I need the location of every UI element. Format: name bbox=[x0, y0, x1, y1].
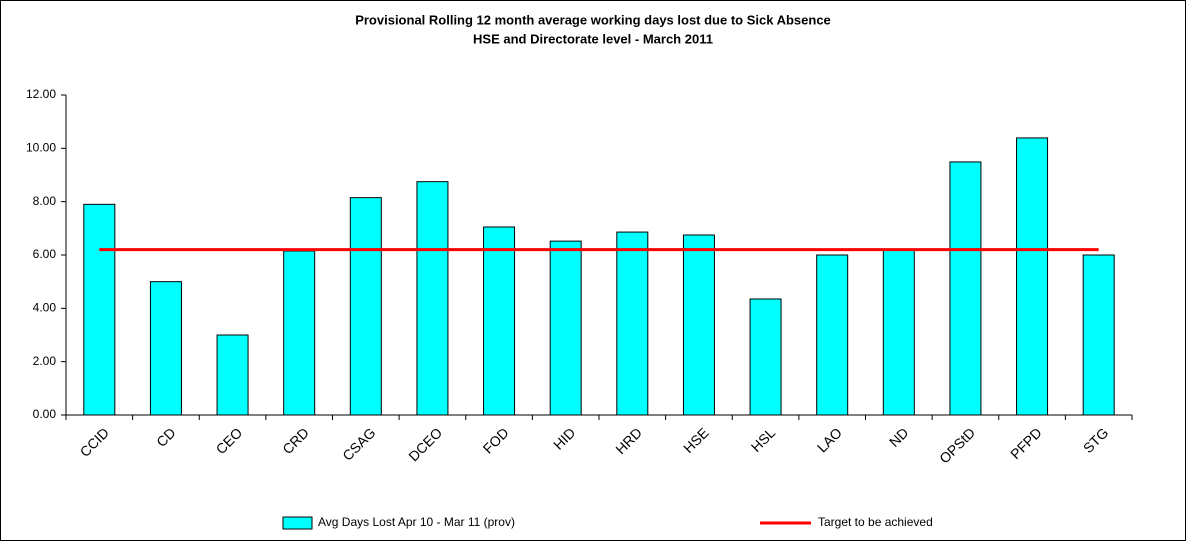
legend-label: Target to be achieved bbox=[818, 515, 933, 529]
bar bbox=[882, 248, 915, 416]
y-tick-label: 6.00 bbox=[33, 247, 57, 261]
y-tick-label: 0.00 bbox=[33, 407, 57, 421]
y-tick-label: 10.00 bbox=[26, 141, 56, 155]
y-tick-label: 2.00 bbox=[33, 354, 57, 368]
chart-subtitle: HSE and Directorate level - March 2011 bbox=[473, 31, 713, 46]
y-tick-label: 12.00 bbox=[26, 87, 56, 101]
chart-title: Provisional Rolling 12 month average wor… bbox=[355, 12, 831, 27]
bar bbox=[749, 298, 782, 416]
bar bbox=[483, 226, 516, 416]
bar bbox=[1082, 254, 1115, 416]
bar bbox=[616, 231, 649, 416]
bar bbox=[949, 161, 982, 416]
bar bbox=[216, 334, 249, 416]
y-tick-label: 8.00 bbox=[33, 194, 57, 208]
bar bbox=[416, 181, 449, 416]
legend-label: Avg Days Lost Apr 10 - Mar 11 (prov) bbox=[318, 515, 515, 529]
legend-swatch bbox=[282, 516, 313, 530]
bar bbox=[283, 250, 316, 416]
bar bbox=[682, 234, 715, 416]
bar bbox=[349, 197, 382, 416]
bar bbox=[549, 240, 582, 416]
bar bbox=[83, 203, 116, 416]
bar bbox=[1016, 137, 1049, 416]
y-tick-label: 4.00 bbox=[33, 301, 57, 315]
bar bbox=[149, 281, 182, 416]
bar bbox=[816, 254, 849, 416]
